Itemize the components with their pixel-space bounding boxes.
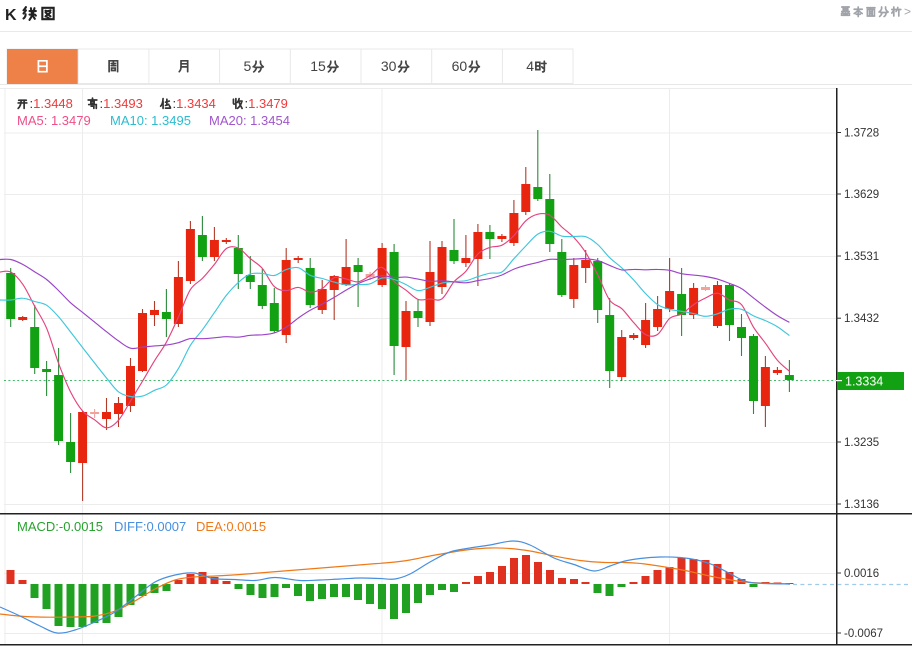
svg-text:15: 15 — [310, 58, 326, 74]
svg-text:1.3334: 1.3334 — [845, 375, 883, 389]
svg-text::1.3434: :1.3434 — [173, 96, 216, 111]
svg-text::1.3479: :1.3479 — [245, 96, 288, 111]
svg-text:0.0016: 0.0016 — [844, 568, 879, 580]
svg-text:1.3136: 1.3136 — [844, 499, 879, 511]
svg-text:>: > — [904, 5, 911, 19]
svg-text:30: 30 — [381, 58, 397, 74]
svg-text:4: 4 — [526, 58, 534, 74]
svg-text:1.3531: 1.3531 — [844, 251, 879, 263]
svg-text:5: 5 — [244, 58, 252, 74]
svg-text:1.3629: 1.3629 — [844, 189, 879, 201]
svg-text::1.3493: :1.3493 — [100, 96, 143, 111]
svg-text::1.3448: :1.3448 — [30, 96, 73, 111]
svg-text:1.3728: 1.3728 — [844, 128, 879, 140]
svg-text:60: 60 — [452, 58, 468, 74]
svg-text:-0.0067: -0.0067 — [844, 628, 883, 640]
svg-text:1.3432: 1.3432 — [844, 313, 879, 325]
svg-text:K: K — [5, 7, 17, 24]
svg-text:1.3235: 1.3235 — [844, 437, 879, 449]
